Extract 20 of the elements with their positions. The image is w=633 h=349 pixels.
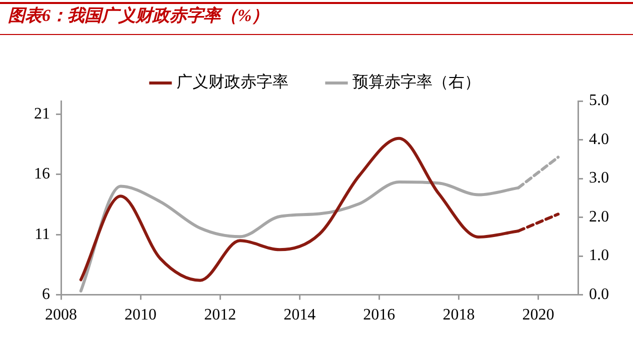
legend-label: 广义财政赤字率 bbox=[176, 73, 288, 92]
x-tick-label: 2008 bbox=[45, 306, 77, 324]
y2-tick-label: 1.0 bbox=[589, 247, 609, 264]
x-tick-label: 2018 bbox=[442, 306, 475, 324]
y2-tick-label: 4.0 bbox=[589, 130, 609, 148]
y-tick-label: 21 bbox=[34, 105, 50, 122]
y2-tick-label: 2.0 bbox=[589, 208, 609, 226]
x-tick-label: 2016 bbox=[363, 306, 396, 324]
x-tick-label: 2020 bbox=[522, 306, 554, 324]
legend-label: 预算赤字率（右） bbox=[352, 73, 480, 92]
x-tick-label: 2010 bbox=[124, 306, 157, 324]
y2-tick-label: 0.0 bbox=[589, 286, 609, 304]
y-tick-label: 11 bbox=[34, 226, 50, 243]
y-tick-label: 6 bbox=[42, 286, 50, 304]
y-tick-label: 16 bbox=[34, 166, 50, 183]
x-tick-label: 2014 bbox=[284, 306, 316, 324]
y2-tick-label: 5.0 bbox=[589, 92, 609, 110]
y2-tick-label: 3.0 bbox=[589, 170, 609, 187]
x-tick-label: 2012 bbox=[204, 306, 236, 324]
chart-title: 图表6：我国广义财政赤字率（%） bbox=[0, 2, 633, 35]
